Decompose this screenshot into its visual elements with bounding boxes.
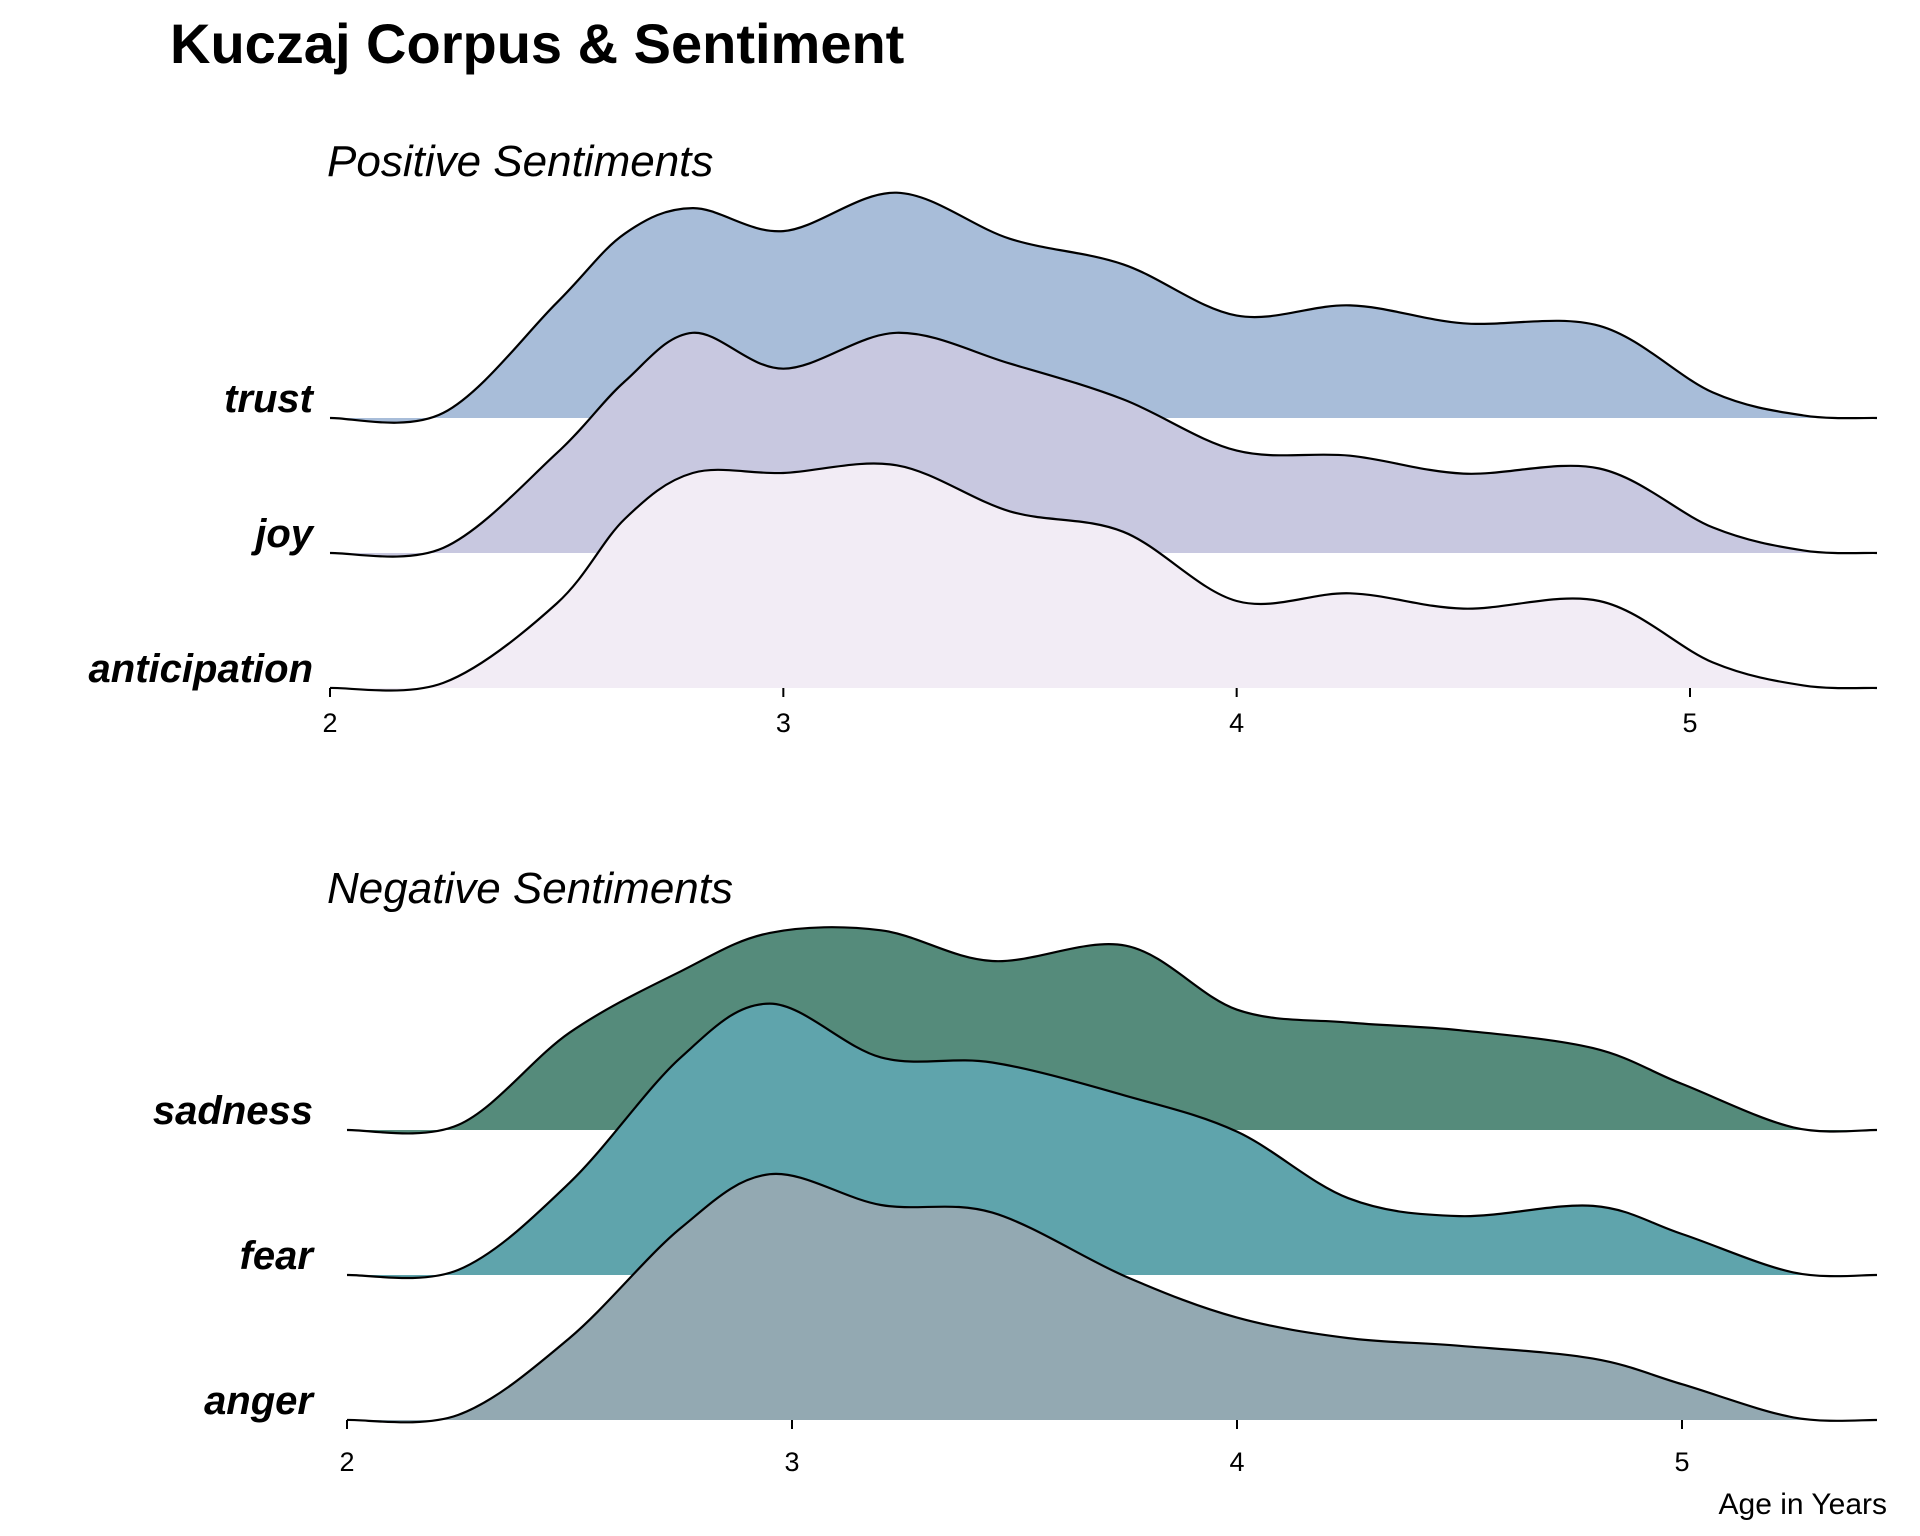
ridge-line-sadness — [346, 926, 1878, 1135]
ridge-line-fear — [346, 1002, 1878, 1280]
series-label-fear: fear — [240, 1234, 316, 1278]
positive-sentiments-panel: Positive Sentiments trust joy anticipation… — [89, 137, 1878, 738]
ridge-area-anticipation — [330, 463, 1877, 691]
x-tick-label: 5 — [1674, 1447, 1689, 1477]
series-label-sadness: sadness — [153, 1089, 313, 1133]
series-label-anger: anger — [204, 1379, 315, 1423]
panel-title-negative: Negative Sentiments — [327, 864, 733, 913]
x-tick-label: 3 — [776, 708, 791, 738]
chart-title: Kuczaj Corpus & Sentiment — [170, 12, 904, 75]
ridge-area-anger — [347, 1173, 1877, 1423]
x-tick-label: 5 — [1682, 708, 1697, 738]
ridge-line-trust — [329, 191, 1878, 424]
ridge-line-anticipation — [329, 462, 1878, 692]
panel-title-positive: Positive Sentiments — [327, 137, 713, 186]
series-label-joy: joy — [250, 512, 315, 556]
ridge-line-anger — [346, 1172, 1878, 1424]
negative-sentiments-panel: Negative Sentiments sadness fear anger 2 3 4 5 — [153, 864, 1878, 1477]
x-tick-label: 3 — [784, 1447, 799, 1477]
x-axis-label: Age in Years — [1719, 1488, 1887, 1521]
ridge-line-joy — [329, 331, 1878, 558]
ridge-area-trust — [330, 192, 1877, 423]
series-label-trust: trust — [224, 377, 315, 421]
x-tick-label: 4 — [1229, 708, 1244, 738]
series-label-anticipation: anticipation — [89, 647, 313, 691]
x-tick-label: 2 — [339, 1447, 354, 1477]
x-tick-label: 4 — [1229, 1447, 1244, 1477]
x-tick-label: 2 — [322, 708, 337, 738]
